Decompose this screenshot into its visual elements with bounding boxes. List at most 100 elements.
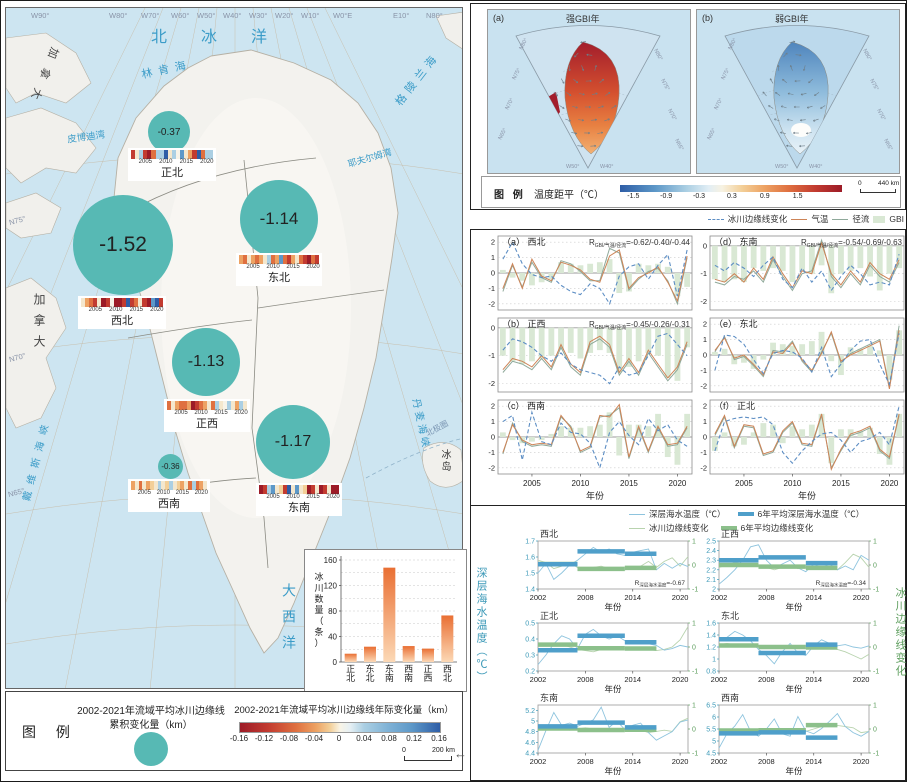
strip-segment (89, 298, 94, 307)
svg-text:北: 北 (346, 673, 355, 683)
strip-segment (192, 150, 197, 159)
strip-segment (159, 150, 164, 159)
svg-text:N75°: N75° (868, 78, 879, 92)
svg-text:-2: -2 (488, 463, 495, 472)
strip-segment (134, 481, 139, 490)
strip-segment (184, 150, 189, 159)
strip-segment (239, 255, 243, 264)
strip-segment (187, 401, 191, 410)
svg-text:西南: 西南 (721, 693, 739, 703)
svg-text:1: 1 (692, 539, 696, 546)
strip-segment (191, 401, 195, 410)
lon-label: W50° (197, 11, 216, 20)
svg-text:N65°: N65° (497, 127, 508, 141)
strip-segment (131, 481, 135, 490)
svg-text:-1: -1 (873, 751, 879, 758)
svg-text:4.4: 4.4 (525, 751, 535, 758)
strip-segment (161, 481, 166, 490)
strip-segment (167, 150, 172, 159)
svg-text:W50°: W50° (566, 164, 580, 170)
gbi-scalebar (860, 189, 896, 193)
strip-segment (176, 150, 181, 159)
region-stripbox-东南: 2005 2010 2015 2020 东南 (256, 483, 342, 516)
strip-year-label: 2020 (306, 264, 320, 270)
legend-label: GBI (889, 214, 904, 224)
svg-text:N65°: N65° (882, 138, 893, 152)
strip-segment (259, 255, 263, 264)
svg-text:-1: -1 (692, 587, 698, 594)
region-stripbox-正西: 2005 2010 2015 2020 正西 (164, 399, 250, 432)
svg-text:年份: 年份 (785, 766, 803, 775)
strip-segment (126, 298, 131, 307)
anomaly-subplot-东南: 0 -1 -2 （d） 东南 RGBI/气温/径流=-0.54/-0.69/-0.63 (700, 235, 905, 311)
strip-segment (327, 485, 331, 494)
gbi-map-b-tag: (b) (702, 13, 713, 23)
svg-text:（e） 东北: （e） 东北 (714, 318, 758, 329)
strip-segment (271, 255, 275, 264)
svg-text:量: 量 (314, 605, 323, 615)
lon-label: W10° (301, 11, 320, 20)
strip-segment (167, 401, 171, 410)
svg-text:4.6: 4.6 (525, 740, 535, 747)
strip-segment (175, 401, 179, 410)
strip-segment (117, 298, 122, 307)
ocean-ylabel-right: 冰川边缘线变化 (894, 587, 906, 678)
svg-text:-1: -1 (700, 448, 707, 457)
strip-segment (109, 298, 114, 307)
svg-text:年份: 年份 (785, 602, 803, 611)
strip-segment (303, 485, 307, 494)
gbi-maps-panel: N80° N80° N75° N75° N70° N70° N65° N65° W50° W40°… (470, 3, 906, 210)
region-circle-西南: -0.36 (158, 454, 183, 479)
strip-segment (295, 255, 299, 264)
strip-segment (291, 255, 295, 264)
strip-segment (172, 481, 177, 490)
ls-sea-sample (629, 513, 645, 515)
region-name: 西南 (158, 498, 180, 510)
svg-text:2008: 2008 (758, 757, 775, 766)
region-name: 正北 (161, 167, 183, 179)
warming-stripes (81, 298, 163, 307)
svg-text:1.6: 1.6 (706, 621, 716, 628)
svg-text:年份: 年份 (798, 490, 816, 501)
region-name: 西北 (111, 315, 133, 327)
strip-segment (239, 401, 243, 410)
strip-segment (113, 298, 118, 307)
svg-text:160: 160 (324, 556, 338, 565)
svg-text:0: 0 (491, 433, 495, 442)
strip-segment (263, 255, 267, 264)
strip-segment (335, 485, 339, 494)
map-legend-title: 图 例 (22, 724, 78, 740)
svg-text:-2: -2 (700, 381, 707, 390)
svg-text:1.4: 1.4 (706, 633, 716, 640)
strip-segment (243, 401, 247, 410)
svg-text:2014: 2014 (805, 593, 822, 602)
svg-text:1.6: 1.6 (525, 555, 535, 562)
legend-label: 深层海水温度（℃） (649, 509, 726, 519)
strip-segment (211, 401, 215, 410)
svg-text:R深层海水温度=-0.34: R深层海水温度=-0.34 (816, 580, 867, 589)
strip-segment (204, 150, 209, 159)
ocean-ylabel-left: 深层海水温度（℃） (475, 567, 487, 684)
svg-text:2008: 2008 (577, 757, 594, 766)
strip-year-label: 2005 (174, 410, 188, 416)
anomaly-subplot-正北: 2 1 0 -1 -2 （f） 正北 2005 2010 2015 2020 年份 (700, 399, 905, 501)
scalebar-max: 200 km (432, 747, 455, 754)
strip-segment (207, 401, 211, 410)
svg-text:1: 1 (692, 703, 696, 710)
svg-text:2: 2 (491, 238, 495, 247)
strip-years: 2005 2010 2015 2020 (239, 264, 319, 272)
svg-text:年份: 年份 (586, 490, 604, 501)
svg-text:1.4: 1.4 (525, 587, 535, 594)
strip-segment (184, 481, 188, 490)
strip-segment (275, 255, 279, 264)
svg-text:5.5: 5.5 (706, 727, 716, 734)
svg-text:（d） 东南: （d） 东南 (714, 236, 758, 247)
strip-segment (180, 481, 185, 490)
svg-text:2020: 2020 (853, 593, 870, 602)
strip-segment (263, 485, 267, 494)
strip-segment (267, 485, 271, 494)
legend-cumulative-line1: 2002-2021年流域平均冰川边缘线 (77, 706, 225, 717)
svg-text:2.1: 2.1 (706, 577, 716, 584)
